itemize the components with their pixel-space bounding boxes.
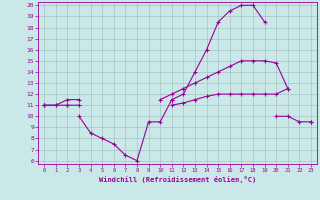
X-axis label: Windchill (Refroidissement éolien,°C): Windchill (Refroidissement éolien,°C) bbox=[99, 176, 256, 183]
